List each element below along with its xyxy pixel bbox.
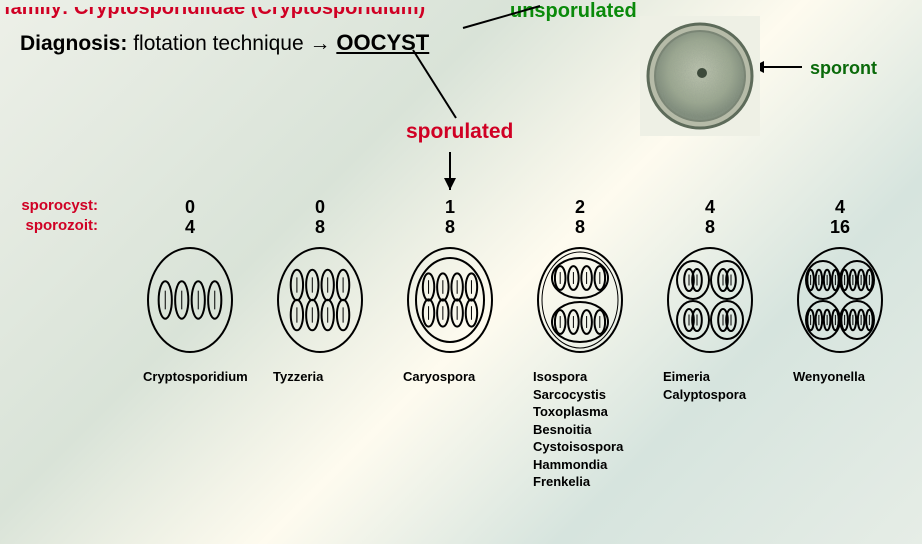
genus-name: Tyzzeria	[273, 368, 383, 386]
sporozoit-count: 8	[525, 217, 635, 238]
genus-list: EimeriaCalyptospora	[663, 368, 773, 403]
genus-list: IsosporaSarcocystisToxoplasmaBesnoitiaCy…	[533, 368, 643, 491]
label-unsporulated: unsporulated	[510, 0, 637, 23]
label-sporont: sporont	[810, 58, 877, 79]
genus-name: Cryptosporidium	[143, 368, 253, 386]
row-label-sporozoit: sporozoit:	[3, 217, 98, 234]
sporozoit-count: 4	[135, 217, 245, 238]
genus-name: Caryospora	[403, 368, 513, 386]
label-sporulated: sporulated	[406, 120, 513, 144]
genus-name: Isospora	[533, 368, 643, 386]
genus-name: Cystoisospora	[533, 438, 643, 456]
sporozoit-count: 16	[785, 217, 895, 238]
oocyst-cell	[530, 240, 630, 360]
oocyst-diagram	[660, 240, 760, 360]
genus-list: Caryospora	[403, 368, 513, 386]
sporocyst-count: 1	[395, 197, 505, 218]
oocyst-cell	[790, 240, 890, 360]
sporocyst-count: 0	[135, 197, 245, 218]
genus-list: Wenyonella	[793, 368, 903, 386]
genus-name: Hammondia	[533, 456, 643, 474]
oocyst-diagram	[270, 240, 370, 360]
oocyst-diagram	[140, 240, 240, 360]
genus-name: Calyptospora	[663, 386, 773, 404]
oocyst-diagram	[530, 240, 630, 360]
genus-name: Wenyonella	[793, 368, 903, 386]
genus-name: Frenkelia	[533, 473, 643, 491]
sporozoit-count: 8	[655, 217, 765, 238]
sporocyst-count: 4	[785, 197, 895, 218]
oocyst-diagram	[400, 240, 500, 360]
oocyst-cell	[400, 240, 500, 360]
oocyst-cell	[140, 240, 240, 360]
family-line-cut: family: Cryptosporidiidae (Cryptosporidi…	[4, 0, 425, 20]
microscope-oocyst-image	[640, 16, 760, 136]
diagnosis-method: flotation technique →	[133, 32, 330, 55]
sporocyst-count: 2	[525, 197, 635, 218]
genus-list: Tyzzeria	[273, 368, 383, 386]
genus-name: Toxoplasma	[533, 403, 643, 421]
sporozoit-count: 8	[395, 217, 505, 238]
row-label-sporocyst: sporocyst:	[3, 197, 98, 214]
oocyst-word: OOCYST	[336, 30, 429, 55]
genus-list: Cryptosporidium	[143, 368, 253, 386]
oocyst-cell	[660, 240, 760, 360]
sporozoit-count: 8	[265, 217, 375, 238]
genus-name: Sarcocystis	[533, 386, 643, 404]
genus-name: Besnoitia	[533, 421, 643, 439]
sporocyst-count: 0	[265, 197, 375, 218]
diagnosis-label: Diagnosis:	[20, 32, 127, 55]
sporocyst-count: 4	[655, 197, 765, 218]
oocyst-diagram	[790, 240, 890, 360]
genus-name: Eimeria	[663, 368, 773, 386]
oocyst-cell	[270, 240, 370, 360]
diagnosis-line: Diagnosis: flotation technique → OOCYST	[20, 30, 429, 56]
